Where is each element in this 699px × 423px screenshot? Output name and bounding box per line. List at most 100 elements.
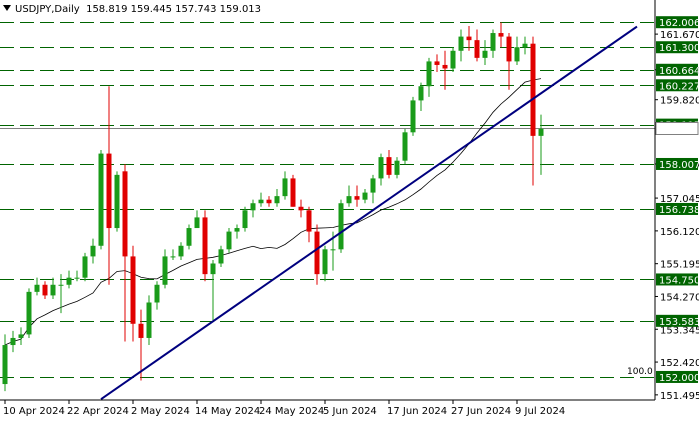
trendline-group — [100, 25, 638, 401]
candle-body — [442, 64, 448, 69]
level-label: 160.664 — [659, 66, 699, 77]
candle-body — [274, 196, 280, 204]
x-tick-label: 22 Apr 2024 — [67, 406, 129, 417]
candle-body — [386, 157, 392, 175]
candle-body — [10, 337, 16, 346]
current-price-box — [655, 122, 699, 135]
candle-body — [98, 153, 104, 246]
candle-body — [146, 302, 152, 338]
candle-body — [370, 178, 376, 193]
y-tick-label: 153.345 — [660, 325, 699, 336]
candle-body — [34, 284, 40, 292]
candle-body — [530, 43, 536, 136]
moving-average — [4, 78, 542, 346]
x-tick-label: 10 Apr 2024 — [3, 406, 65, 417]
candle-body — [50, 284, 56, 296]
candle-body — [514, 47, 520, 62]
candle-body — [410, 100, 416, 133]
candle-body — [474, 40, 480, 58]
level-label-box — [656, 273, 698, 286]
candle-body — [194, 217, 200, 229]
candle-body — [234, 228, 240, 232]
candle-body — [178, 245, 184, 257]
candle-body — [402, 132, 408, 161]
candle-body — [354, 196, 360, 200]
candle-body — [458, 36, 464, 51]
candle-body — [82, 256, 88, 278]
level-label: 156.738 — [659, 205, 699, 216]
chart-header: USDJPY,Daily 158.819 159.445 157.743 159… — [3, 4, 261, 15]
candle-body — [226, 231, 232, 250]
collapse-triangle-icon[interactable] — [3, 5, 11, 11]
x-tick-label: 24 May 2024 — [259, 406, 324, 417]
level-label-box — [656, 63, 698, 76]
moving-average-line — [4, 78, 542, 346]
x-tick-label: 27 Jun 2024 — [451, 406, 511, 417]
level-labels: 162.006161.300160.664160.227159.117158.0… — [627, 16, 699, 384]
candle-body — [434, 61, 440, 65]
candle-body — [218, 249, 224, 264]
candle-body — [298, 206, 304, 211]
candle-body — [242, 210, 248, 229]
candle-body — [90, 245, 96, 257]
candle-body — [290, 178, 296, 207]
candle-body — [506, 36, 512, 62]
candle-body — [394, 160, 400, 175]
y-tick-label: 157.045 — [660, 194, 699, 205]
level-label: 154.750 — [659, 275, 699, 286]
candle-body — [250, 203, 256, 211]
candle-body — [362, 192, 368, 200]
candle-body — [330, 249, 336, 251]
level-label-box — [656, 370, 698, 383]
candle-body — [306, 210, 312, 232]
candle-body — [378, 157, 384, 179]
candle-body — [338, 203, 344, 250]
x-tick-label: 5 Jun 2024 — [323, 406, 377, 417]
candle-body — [74, 277, 80, 279]
candle-body — [130, 256, 136, 324]
candle-body — [314, 231, 320, 275]
candle-body — [482, 50, 488, 58]
candle-body — [154, 284, 160, 303]
candle-body — [42, 284, 48, 296]
level-label-box — [656, 314, 698, 327]
candle-body — [186, 228, 192, 246]
trendline — [100, 25, 638, 401]
level-label-box — [656, 16, 698, 29]
candle-body — [450, 50, 456, 69]
candle-body — [258, 199, 264, 204]
candle-body — [490, 33, 496, 51]
x-tick-label: 2 May 2024 — [131, 406, 190, 417]
y-tick-label: 154.270 — [660, 292, 699, 303]
candle-body — [210, 263, 216, 275]
level-label: 162.006 — [659, 18, 699, 29]
level-label: 161.300 — [659, 43, 699, 54]
ohlc-readout: 158.819 159.445 157.743 159.013 — [86, 4, 262, 15]
candle-body — [538, 128, 544, 136]
candle-body — [106, 153, 112, 229]
candle-body — [114, 174, 120, 229]
candle-body — [466, 36, 472, 41]
candle-body — [162, 256, 168, 285]
x-tick-label: 9 Jul 2024 — [515, 406, 565, 417]
candle-body — [498, 33, 504, 37]
candle-body — [66, 277, 72, 285]
candle-body — [426, 61, 432, 87]
candle-body — [26, 291, 32, 335]
level-label: 158.007 — [659, 160, 699, 171]
x-tick-label: 17 Jun 2024 — [387, 406, 447, 417]
candle-body — [202, 217, 208, 275]
candle-body — [346, 196, 352, 204]
level-note: 100.0 — [627, 367, 653, 377]
candle-body — [418, 86, 424, 101]
candle-body — [522, 43, 528, 48]
y-tick-label: 152.420 — [660, 358, 699, 369]
level-label: 160.227 — [659, 81, 699, 92]
candle-body — [266, 199, 272, 204]
candle-body — [138, 323, 144, 338]
level-label-box — [656, 79, 698, 92]
y-tick-label: 161.670 — [660, 30, 699, 41]
